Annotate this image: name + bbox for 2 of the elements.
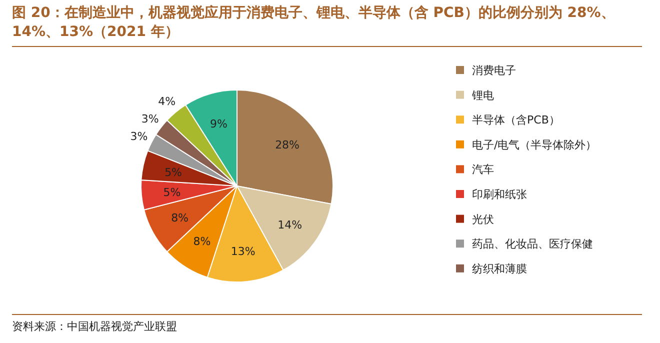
annotation: 资料来源：中国机器视觉产业联盟 xyxy=(12,314,642,334)
title: 图 20：在制造业中，机器视觉应用于消费电子、锂电、半导体（含 PCB）的比例分别为 28%、14%、13%（2021 年） xyxy=(12,4,642,47)
